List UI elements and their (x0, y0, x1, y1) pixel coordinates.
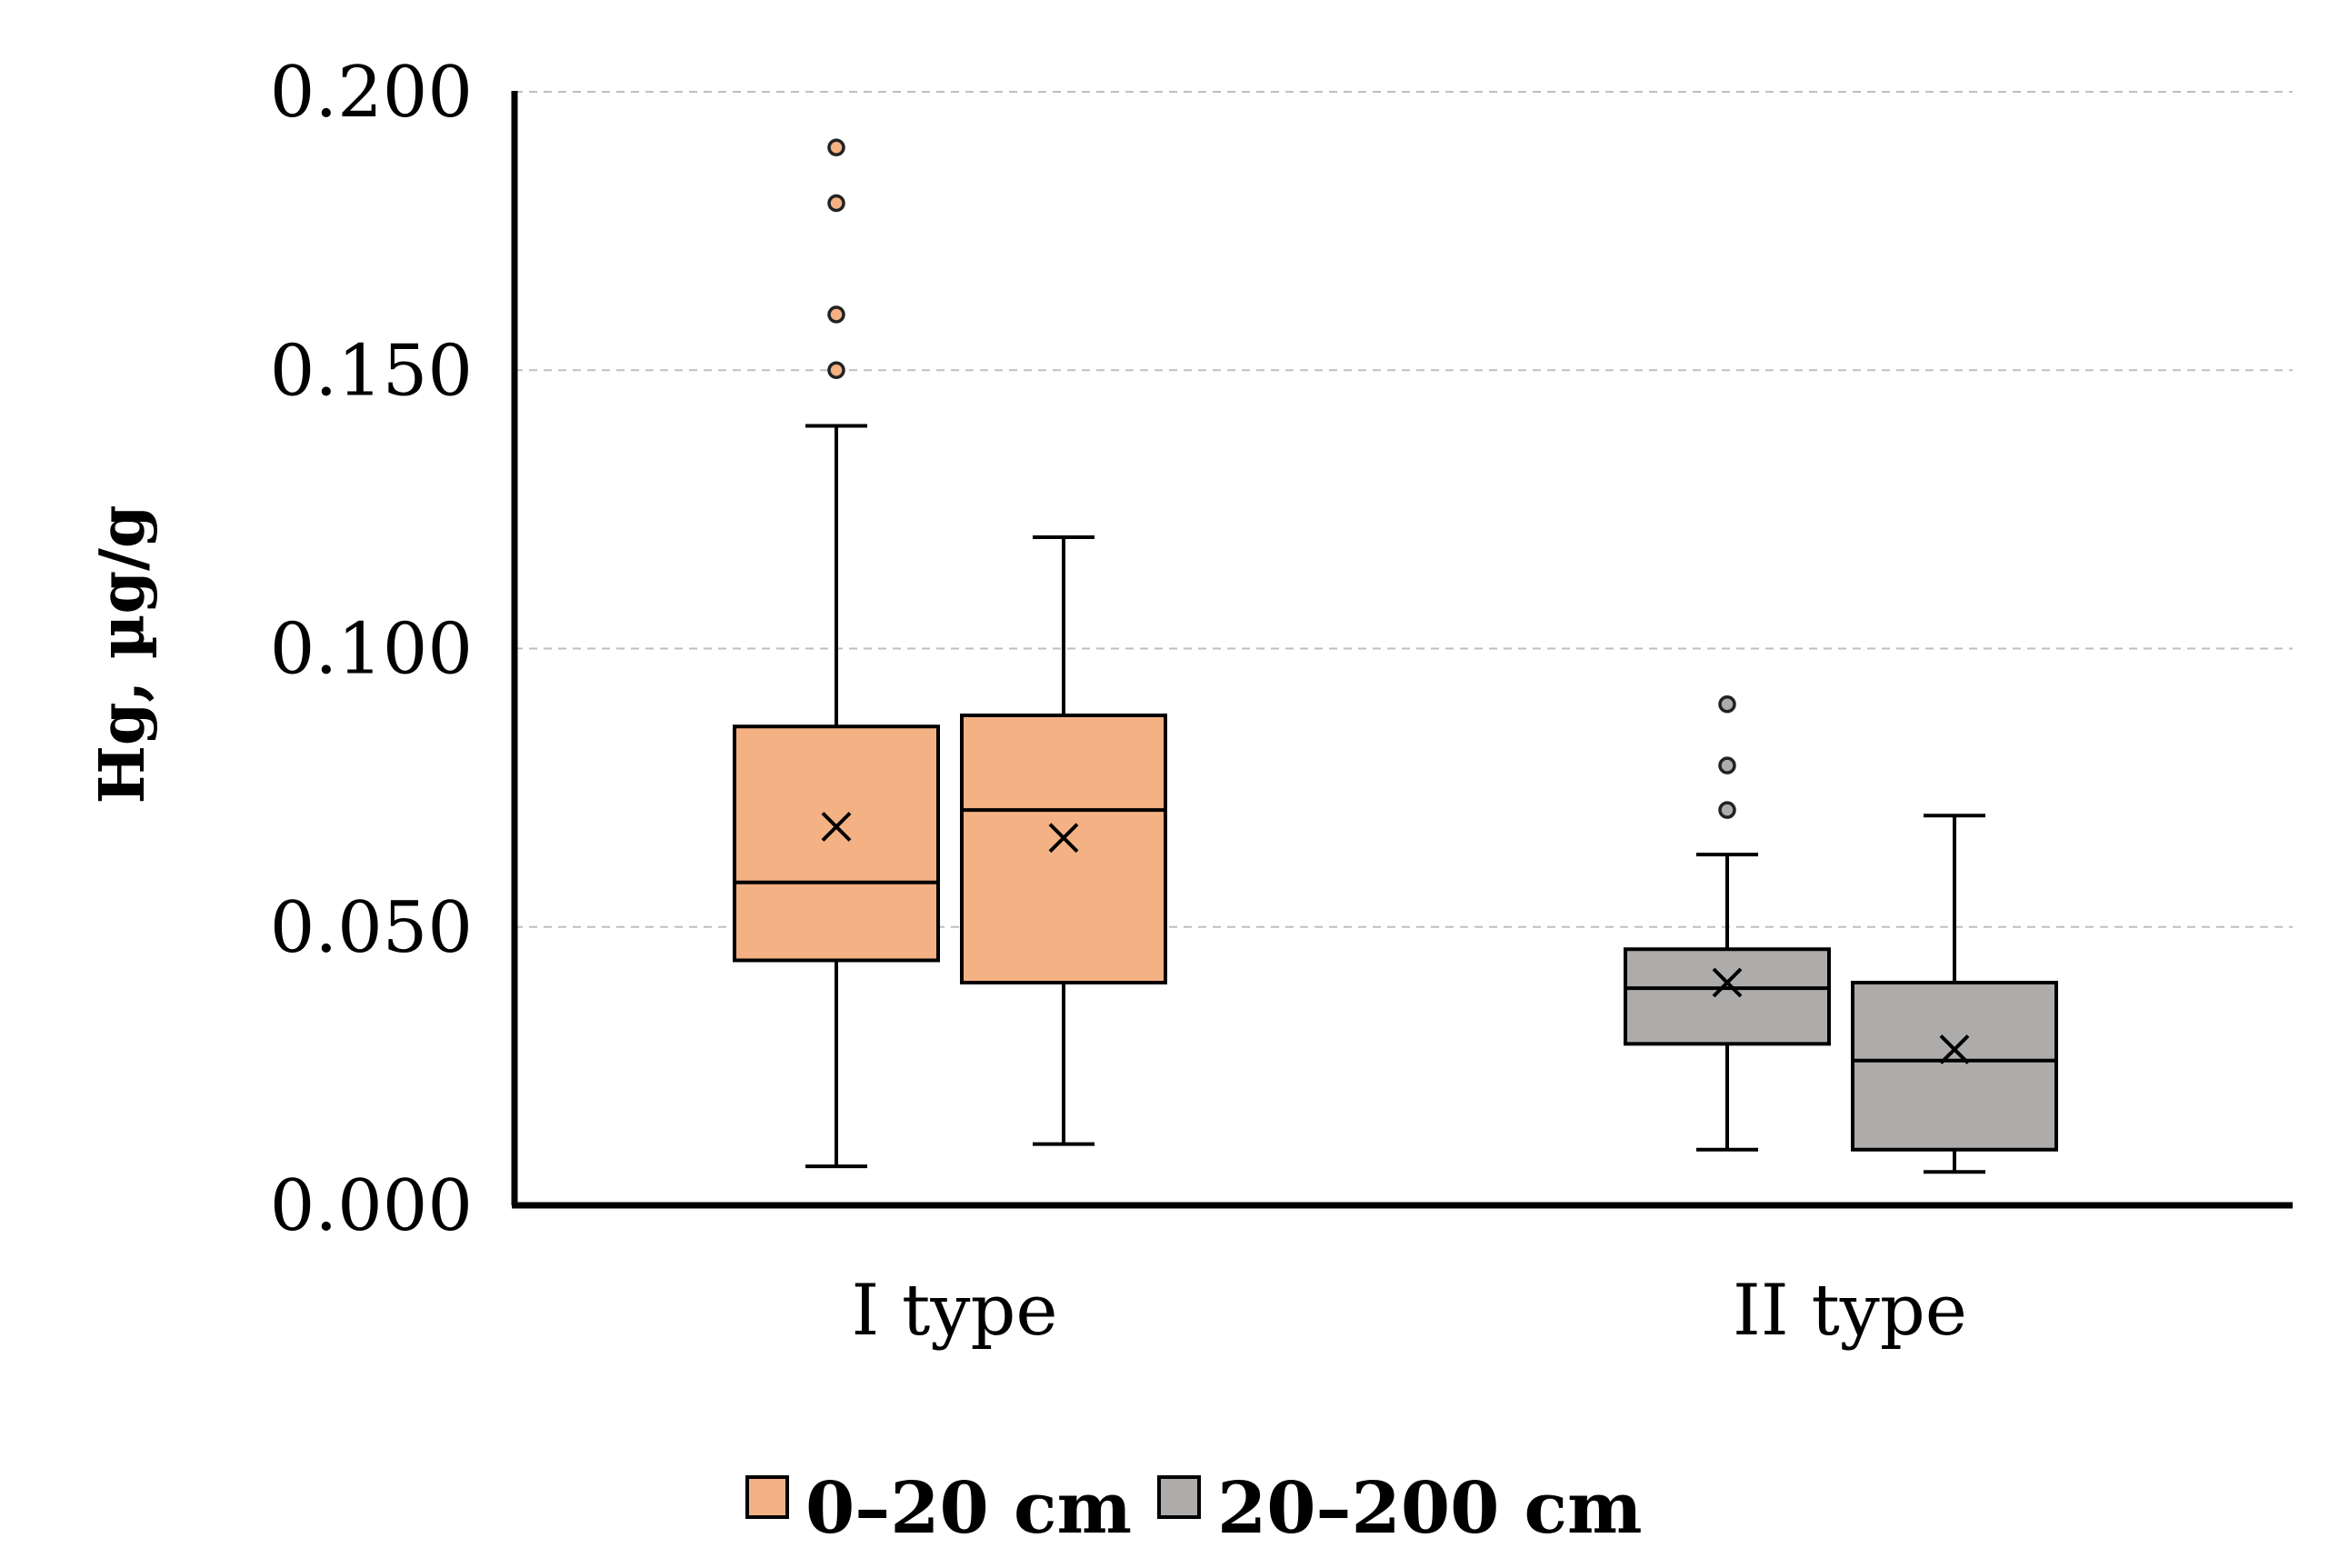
y-tick-label: 0.000 (270, 1165, 473, 1247)
box-0-20cm-i-type (733, 138, 940, 1169)
outlier-point (1718, 801, 1736, 819)
mean-marker (1939, 1034, 1970, 1064)
y-axis-title: Hg, µg/g (86, 505, 159, 804)
y-tick-label: 0.200 (270, 52, 473, 134)
outlier-point (827, 361, 845, 379)
outlier-point (827, 305, 845, 324)
iqr-box (1624, 947, 1831, 1046)
outlier-point (827, 138, 845, 156)
box-0-20cm-ii-type (960, 535, 1167, 1146)
legend-swatch-20-200cm (1157, 1475, 1201, 1519)
outlier-point (827, 194, 845, 213)
box-20-200cm-ii-type (1851, 814, 2058, 1174)
mean-marker (1048, 823, 1079, 854)
legend-swatch-0-20cm (745, 1475, 789, 1519)
mean-marker (821, 812, 852, 842)
legend-label-20-200cm: 20–200 cm (1217, 1467, 1643, 1550)
iqr-box (733, 724, 940, 963)
category-label-i-type: I type (851, 1270, 1057, 1352)
axes (511, 91, 2293, 1209)
mean-marker (1712, 967, 1743, 998)
y-tick-label: 0.050 (270, 887, 473, 969)
box-20-200cm-i-type (1624, 695, 1831, 1152)
y-tick-label: 0.150 (270, 330, 473, 412)
box-plot-series (733, 138, 2058, 1174)
legend: 0–20 cm 20–200 cm (745, 1467, 1643, 1550)
iqr-box (960, 714, 1167, 984)
y-tick-label: 0.100 (270, 609, 473, 691)
iqr-box (1851, 981, 2058, 1152)
y-tick-labels: 0.000 0.050 0.100 0.150 0.200 (270, 52, 473, 1247)
outlier-point (1718, 695, 1736, 714)
category-labels: I type II type (851, 1270, 1967, 1352)
category-label-ii-type: II type (1733, 1270, 1967, 1352)
legend-label-0-20cm: 0–20 cm (805, 1467, 1132, 1550)
outlier-point (1718, 756, 1736, 774)
